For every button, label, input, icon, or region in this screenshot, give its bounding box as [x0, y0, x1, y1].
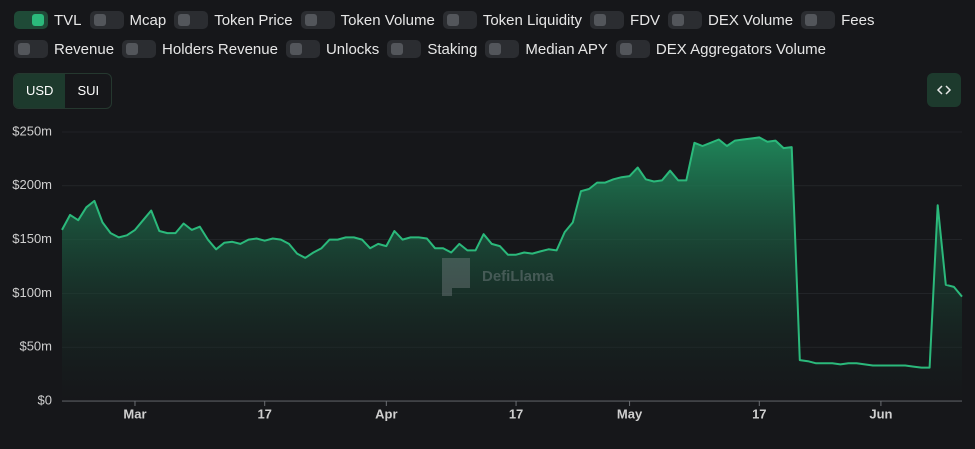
toggle-label: Holders Revenue: [162, 40, 278, 58]
toggle-label: Token Volume: [340, 11, 435, 29]
toggle-knob: [594, 14, 607, 26]
toggle-knob: [446, 14, 459, 26]
x-tick-label: 17: [257, 406, 271, 421]
toggle-knob: [304, 14, 317, 26]
embed-button[interactable]: [927, 73, 961, 107]
toggle-switch[interactable]: [14, 11, 48, 29]
toggle-label: Mcap: [129, 11, 167, 29]
y-tick-label: $200m: [12, 177, 52, 192]
toggle-label: TVL: [54, 11, 82, 29]
toggle-knob: [126, 43, 139, 55]
toggle-label: Revenue: [54, 40, 115, 58]
toggle-knob: [619, 43, 632, 55]
watermark-text: DefiLlama: [482, 268, 554, 285]
metric-toggle[interactable]: Mcap: [89, 11, 167, 29]
toggle-switch[interactable]: [122, 40, 157, 58]
metric-toggle[interactable]: DEX Aggregators Volume: [615, 40, 827, 58]
area: [62, 137, 962, 401]
x-tick-label: Apr: [375, 406, 397, 421]
metric-toggle[interactable]: Token Volume: [300, 11, 435, 29]
x-tick-label: Mar: [123, 406, 146, 421]
toggle-row: Revenue Holders Revenue Unlocks Staking Medi…: [14, 39, 882, 59]
metric-toggle[interactable]: Revenue: [14, 40, 114, 58]
currency-option[interactable]: USD: [14, 74, 66, 108]
toggle-knob: [391, 43, 404, 55]
toggle-label: Unlocks: [325, 40, 380, 58]
metric-toggle[interactable]: Unlocks: [285, 40, 380, 58]
toggle-label: FDV: [630, 11, 661, 29]
metric-toggle[interactable]: Median APY: [485, 40, 608, 58]
toggle-switch[interactable]: [801, 11, 836, 29]
watermark: DefiLlama: [442, 258, 554, 296]
metric-toggle[interactable]: Token Price: [174, 11, 293, 29]
metric-toggle[interactable]: FDV: [590, 11, 660, 29]
toggle-switch[interactable]: [387, 40, 422, 58]
toggle-knob: [489, 43, 502, 55]
x-tick-label: 17: [509, 406, 523, 421]
toggle-panel: TVL Mcap Token Price Token Volume Token Liqu…: [14, 10, 882, 68]
metric-toggle[interactable]: DEX Volume: [668, 11, 793, 29]
x-tick-label: Jun: [869, 406, 892, 421]
toggle-switch[interactable]: [615, 40, 650, 58]
toggle-knob: [32, 14, 44, 26]
toggle-label: DEX Volume: [708, 11, 794, 29]
metric-toggle[interactable]: Fees: [801, 11, 874, 29]
toggle-switch[interactable]: [300, 11, 335, 29]
metric-toggle[interactable]: Token Liquidity: [442, 11, 583, 29]
toggle-row: TVL Mcap Token Price Token Volume Token Liqu…: [14, 10, 882, 30]
toggle-knob: [805, 14, 818, 26]
toggle-knob: [178, 14, 191, 26]
toggle-label: Token Price: [214, 11, 293, 29]
y-tick-label: $100m: [12, 285, 52, 300]
line: [61, 136, 963, 369]
toggle-switch[interactable]: [590, 11, 625, 29]
toggle-knob: [93, 14, 106, 26]
toggle-knob: [18, 43, 30, 55]
x-tick-label: May: [617, 406, 643, 421]
metric-toggle[interactable]: Holders Revenue: [122, 40, 278, 58]
y-tick-label: $0: [38, 392, 52, 407]
toggle-switch[interactable]: [442, 11, 477, 29]
y-tick-label: $150m: [12, 231, 52, 246]
x-tick-label: 17: [752, 406, 766, 421]
toggle-label: Median APY: [525, 40, 608, 58]
toggle-switch[interactable]: [174, 11, 209, 29]
metric-toggle[interactable]: TVL: [14, 11, 82, 29]
toggle-switch[interactable]: [14, 40, 48, 58]
y-tick-label: $250m: [12, 123, 52, 138]
watermark-logo: [442, 258, 470, 296]
toggle-switch[interactable]: [485, 40, 520, 58]
toggle-label: Fees: [841, 11, 875, 29]
metric-toggle[interactable]: Staking: [387, 40, 477, 58]
toggle-switch[interactable]: [668, 11, 703, 29]
toggle-knob: [672, 14, 685, 26]
currency-option[interactable]: SUI: [77, 83, 100, 98]
currency-switch: USD SUI: [13, 73, 113, 109]
toggle-label: Staking: [427, 40, 478, 58]
toggle-switch[interactable]: [89, 11, 124, 29]
embed-icon: [936, 85, 952, 95]
toggle-label: Token Liquidity: [482, 11, 583, 29]
toggle-switch[interactable]: [285, 40, 320, 58]
y-tick-label: $50m: [19, 339, 52, 354]
toggle-label: DEX Aggregators Volume: [655, 40, 827, 58]
toggle-knob: [289, 43, 302, 55]
